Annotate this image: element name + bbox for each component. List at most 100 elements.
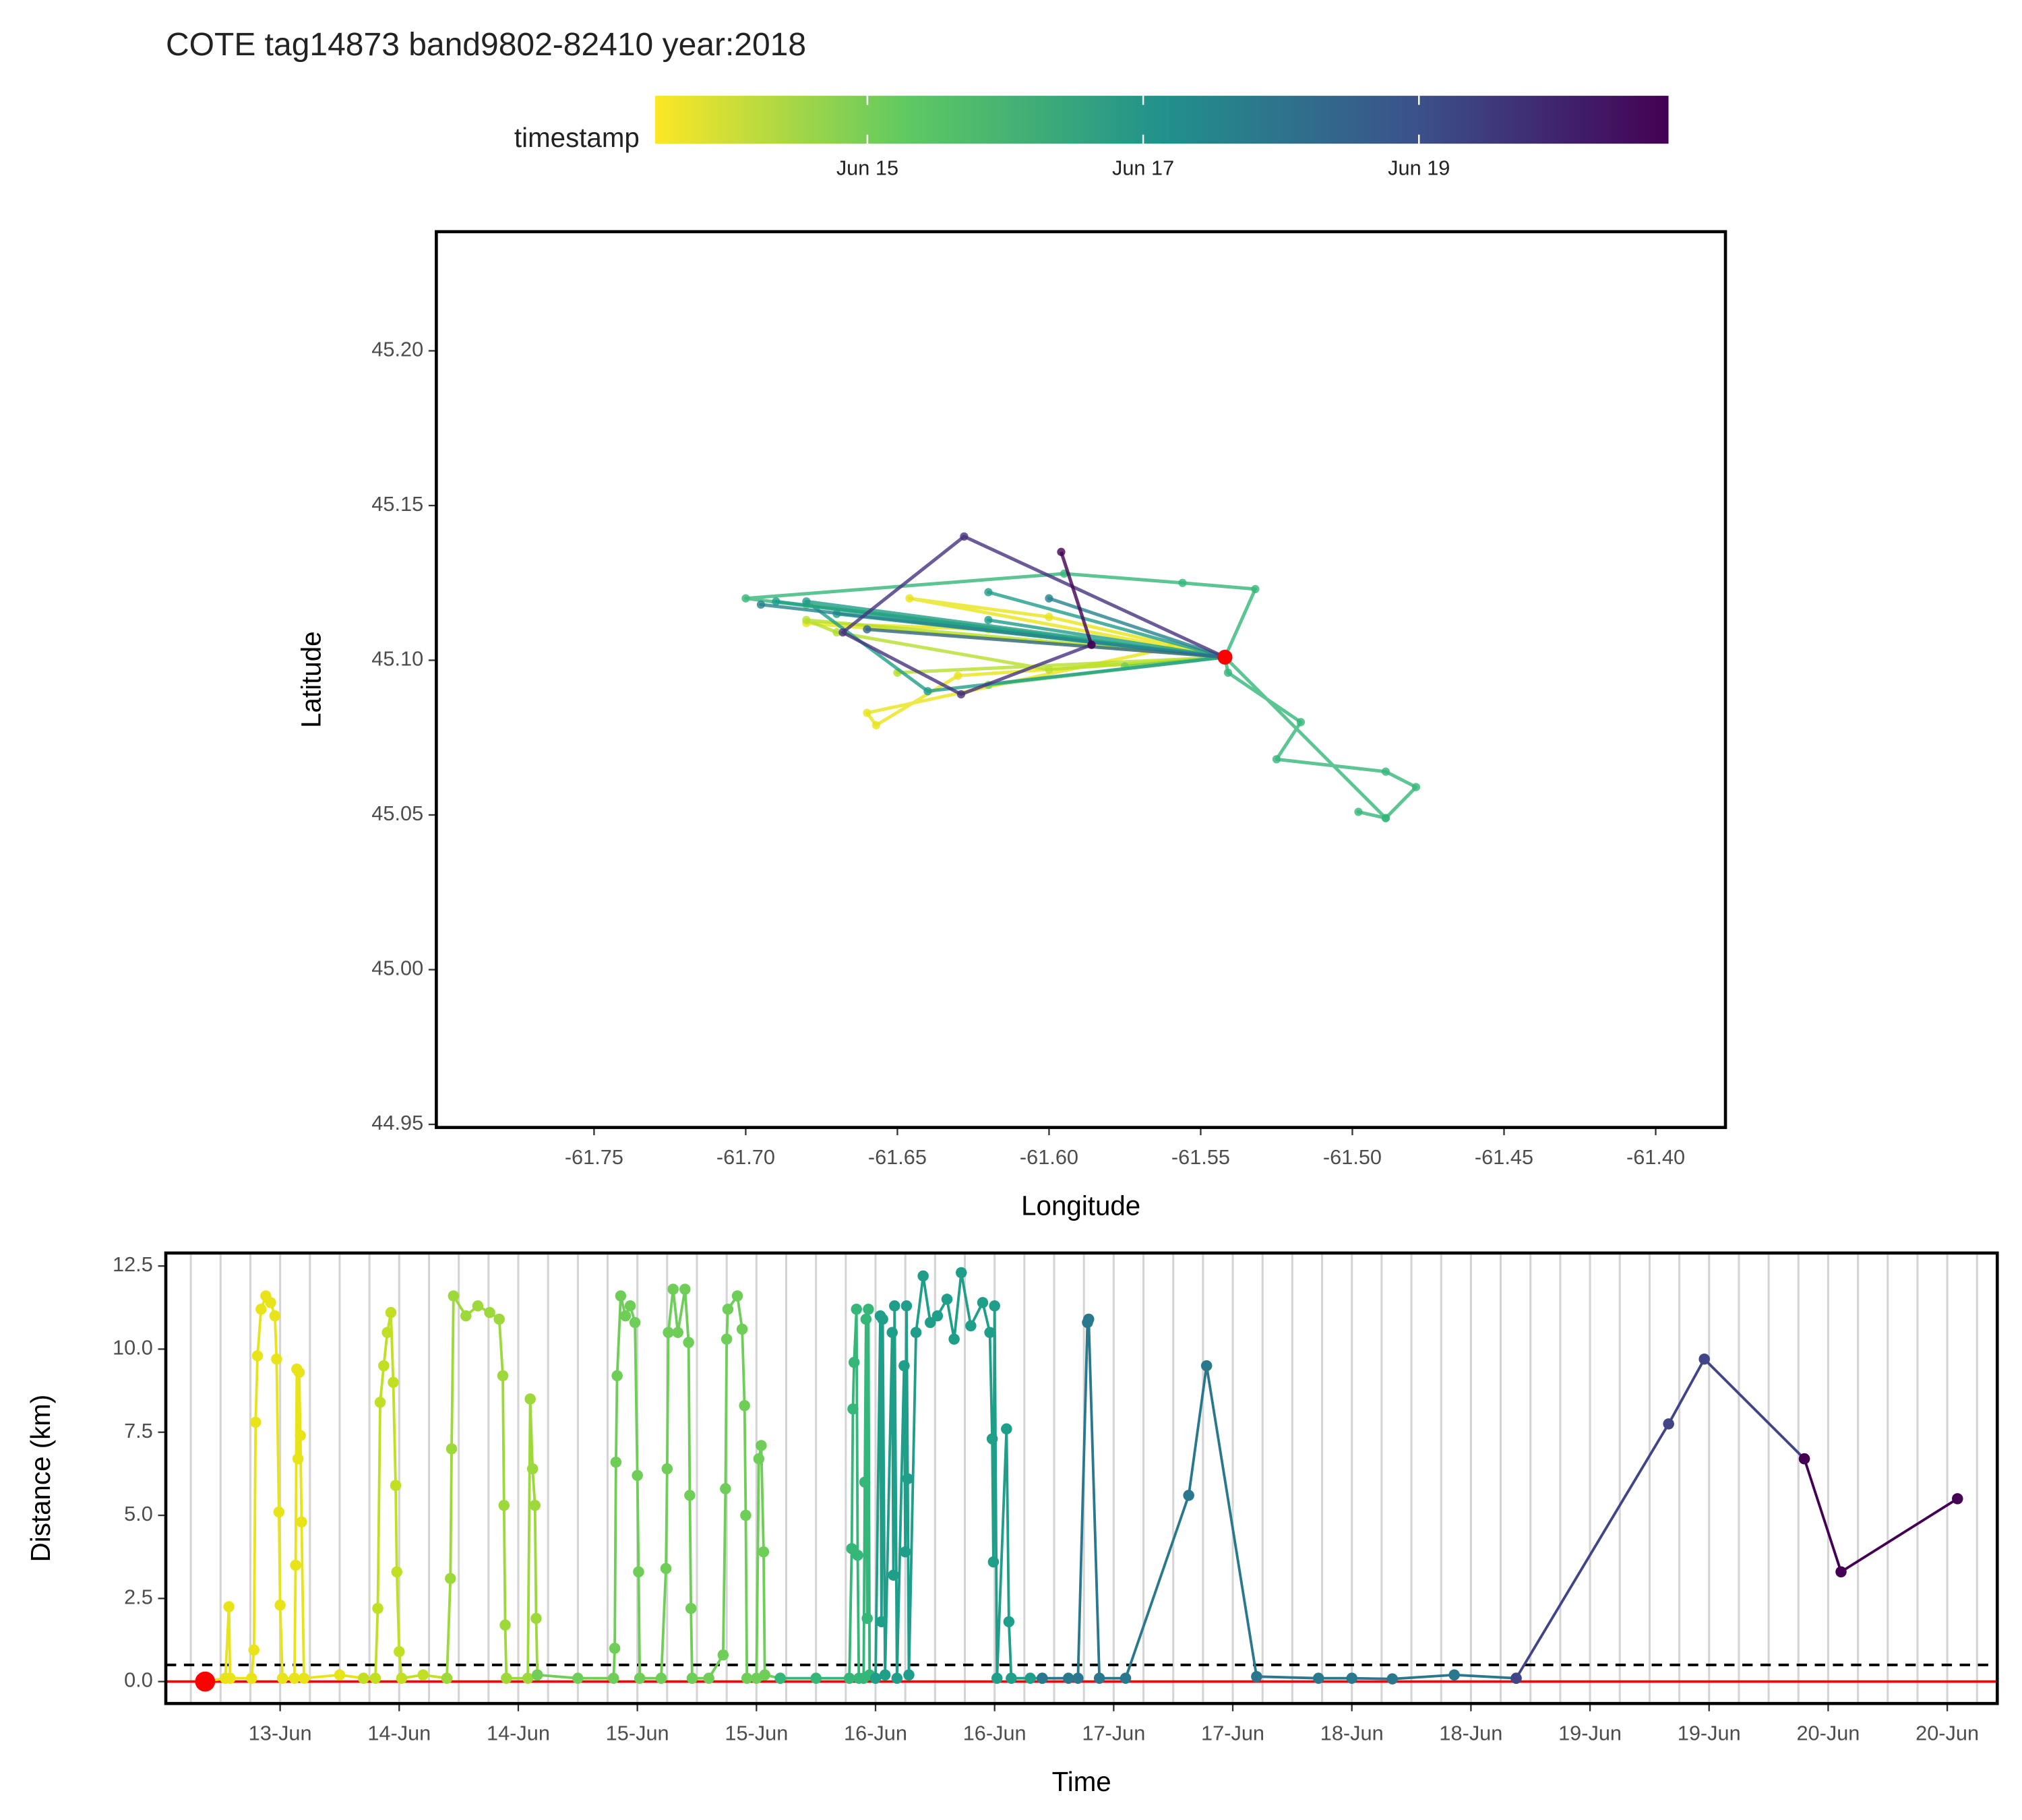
track-point — [954, 671, 962, 680]
track-point — [1037, 1672, 1048, 1684]
track-point — [460, 1310, 472, 1322]
track-point — [876, 1616, 888, 1628]
track-point — [445, 1573, 456, 1584]
x-tick-label: -61.60 — [1020, 1145, 1078, 1169]
track-point — [296, 1516, 307, 1528]
track-point — [756, 1440, 767, 1451]
track-point — [984, 1327, 995, 1339]
track-point — [1798, 1453, 1810, 1465]
track-point — [629, 1316, 641, 1329]
track-point — [394, 1645, 405, 1658]
track-point — [497, 1370, 509, 1382]
x-tick-label: 16-Jun — [844, 1721, 907, 1745]
track-point — [877, 1313, 888, 1325]
track-point — [987, 1556, 1000, 1568]
track-point — [863, 708, 871, 717]
track-point — [720, 1483, 731, 1494]
track-point — [948, 1333, 960, 1345]
y-tick-label: 45.15 — [371, 492, 423, 516]
track-point — [898, 1360, 910, 1372]
track-line — [1060, 551, 1093, 646]
track-point — [472, 1300, 484, 1312]
x-tick-label: 14-Jun — [487, 1721, 550, 1745]
track-point — [991, 1672, 1003, 1684]
colorbar-tick-label: Jun 19 — [1388, 156, 1450, 180]
track-point — [810, 1672, 822, 1684]
track-point — [941, 1294, 953, 1305]
x-tick-label: 19-Jun — [1558, 1721, 1622, 1745]
track-point — [1183, 1490, 1194, 1501]
track-point — [1120, 1672, 1132, 1684]
x-axis-title: Time — [1052, 1766, 1111, 1797]
track-point — [1045, 613, 1053, 621]
x-tick-label: 20-Jun — [1796, 1721, 1860, 1745]
track-point — [1024, 1672, 1036, 1684]
plot-background — [166, 1252, 1998, 1704]
track-point — [633, 1566, 644, 1578]
track-point — [290, 1559, 301, 1571]
track-point — [1272, 755, 1281, 764]
track-point — [925, 1316, 936, 1329]
track-point — [524, 1393, 536, 1405]
track-point — [1354, 808, 1363, 816]
track-point — [1381, 767, 1390, 776]
track-point — [731, 1290, 743, 1302]
track-point — [1006, 1672, 1017, 1684]
y-axis-title: Latitude — [296, 631, 327, 727]
track-line — [537, 1287, 781, 1680]
track-point — [1381, 814, 1390, 822]
track-point — [1312, 1672, 1324, 1684]
track-point — [891, 1672, 903, 1684]
track-point — [1296, 718, 1306, 727]
track-point — [611, 1370, 623, 1382]
track-point — [741, 594, 750, 603]
track-point — [273, 1506, 285, 1518]
track-point — [721, 1333, 733, 1345]
track-point — [663, 1327, 674, 1339]
track-point — [1448, 1669, 1460, 1681]
track-point — [1001, 1423, 1012, 1435]
x-tick-label: 15-Jun — [725, 1721, 788, 1745]
track-line — [1514, 1358, 1806, 1679]
track-point — [931, 1310, 944, 1322]
track-point — [381, 1327, 393, 1339]
x-tick-label: 20-Jun — [1916, 1721, 1979, 1745]
track-point — [848, 1356, 860, 1368]
track-point — [758, 1546, 770, 1558]
y-axis-title: Distance (km) — [25, 1395, 56, 1563]
track-point — [832, 628, 841, 637]
track-point — [378, 1360, 390, 1372]
x-tick-label: 15-Jun — [606, 1721, 669, 1745]
track-point — [448, 1290, 460, 1302]
track-point — [298, 1672, 310, 1684]
track-point — [265, 1297, 276, 1308]
x-tick-label: 17-Jun — [1082, 1721, 1145, 1745]
track-point — [396, 1672, 408, 1684]
x-tick-label: 16-Jun — [963, 1721, 1027, 1745]
track-point — [223, 1601, 235, 1612]
track-point — [1178, 578, 1187, 587]
plot-border — [435, 230, 1727, 1129]
y-tick-label: 44.95 — [371, 1111, 423, 1134]
track-point — [1698, 1353, 1710, 1365]
track-point — [851, 1303, 862, 1315]
track-line — [446, 1294, 539, 1680]
track-point — [1510, 1672, 1522, 1684]
track-point — [1386, 1673, 1399, 1685]
track-point — [1062, 1672, 1074, 1684]
y-tick-label: 10.0 — [113, 1336, 153, 1360]
track-point — [615, 1290, 627, 1302]
track-point — [245, 1672, 257, 1684]
track-point — [374, 1397, 386, 1408]
track-point — [224, 1672, 236, 1684]
y-tick-label: 12.5 — [113, 1252, 153, 1276]
plot-border — [164, 1251, 1999, 1705]
track-point — [446, 1443, 458, 1455]
track-point — [863, 1303, 874, 1315]
track-point — [609, 1643, 621, 1654]
track-point — [871, 721, 881, 730]
x-tick-label: 19-Jun — [1678, 1721, 1741, 1745]
track-point — [984, 588, 993, 597]
